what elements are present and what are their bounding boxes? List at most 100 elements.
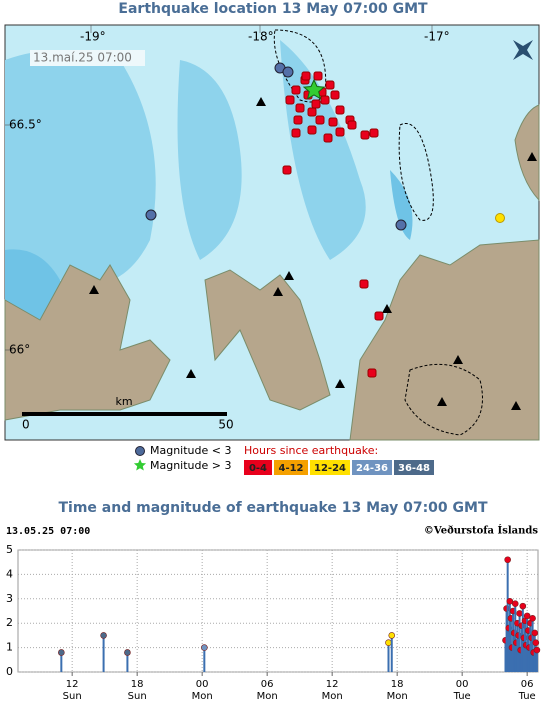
stem-head [529,615,536,622]
quake-marker [360,130,370,140]
quake-small [145,209,157,221]
y-tick-label: 2 [6,616,13,629]
quake-marker [307,125,317,135]
deep-water [5,40,366,285]
quake-marker [323,133,333,143]
hours-swatch [244,460,272,475]
stem-head [58,649,65,656]
stem-head [201,644,208,651]
x-tick-label: 00 [456,679,469,690]
chart-timestamp: 13.05.25 07:00 [6,526,90,537]
x-tick-label: 18 [131,679,144,690]
y-tick-label: 1 [6,641,13,654]
lon-label: -18° [248,30,274,44]
x-tick-label: 06 [261,679,274,690]
stem-head [506,597,514,605]
quake-marker [328,117,338,127]
x-tick-day: Tue [518,691,536,702]
quake-marker [320,95,330,105]
timestamp-box [30,50,145,66]
quake-marker [291,128,301,138]
legend-hours-title: Hours since earthquake: [244,444,378,457]
y-tick-label: 4 [6,567,13,580]
quake-marker [285,95,295,105]
land [514,104,540,202]
x-tick-day: Mon [322,691,343,702]
quake-marker [330,90,340,100]
stem-head [533,646,541,654]
land [349,239,540,441]
quake-marker [335,105,345,115]
scale-start: 0 [22,418,30,432]
hours-label: 36-48 [398,463,430,474]
scale-bar [22,412,227,416]
hours-swatch [274,460,308,475]
scale-unit: km [115,395,132,408]
quake-large [302,78,326,100]
quake-marker [282,165,292,175]
compass [513,40,533,60]
map-timestamp: 13.maí.25 07:00 [33,51,132,65]
quake-marker [295,103,305,113]
hours-swatch [352,460,392,475]
chart-title: Time and magnitude of earthquake 13 May … [58,500,487,516]
stem-head [388,632,396,639]
quake-marker [367,368,377,378]
quake-small [395,219,407,231]
hours-label: 4-12 [278,463,303,474]
legend-large-marker [133,459,147,471]
stem-head [503,605,510,612]
lon-label: -19° [80,30,106,44]
hours-swatch [394,460,434,475]
hours-swatch [310,460,350,475]
x-tick-day: Mon [192,691,213,702]
quake-marker [347,120,357,130]
land [4,264,171,421]
legend-large: Magnitude > 3 [150,459,232,472]
x-tick-day: Sun [128,691,147,702]
x-tick-day: Tue [453,691,471,702]
stem-head [100,632,107,639]
x-tick-day: Mon [387,691,408,702]
y-tick-label: 0 [6,665,13,678]
quake-marker [313,71,323,81]
y-tick-label: 5 [6,543,13,556]
quake-markers [145,62,505,378]
land [204,269,331,411]
stem-head [516,610,523,617]
quake-marker [359,279,369,289]
quake-marker [293,115,303,125]
quake-recent [495,213,505,223]
quake-marker [311,99,321,109]
hours-label: 12-24 [314,463,346,474]
stem-head [523,612,531,620]
quake-small [282,66,294,78]
credit: ©Veðurstofa Íslands [424,525,538,537]
stem-head [531,629,539,637]
quake-marker [315,115,325,125]
plot: 01234512Sun18Sun00Mon06Mon12Mon18Mon00Tu… [6,543,541,702]
x-tick-label: 00 [196,679,209,690]
quake-marker [291,85,301,95]
x-tick-day: Sun [63,691,82,702]
legend-small: Magnitude < 3 [150,444,232,457]
lon-label: -17° [424,30,450,44]
x-tick-label: 12 [326,679,339,690]
stem-head [515,632,522,639]
stem-head [532,639,540,647]
x-tick-label: 18 [391,679,404,690]
stem-head [124,649,131,656]
legend-small-marker [135,446,145,456]
hours-label: 0-4 [249,463,267,474]
fissure-outline [273,29,483,436]
quake-marker [325,80,335,90]
stem-head [504,556,511,564]
scale-end: 50 [218,418,233,432]
quake-marker [301,71,311,81]
quake-marker [369,128,379,138]
x-tick-label: 06 [521,679,534,690]
graticule [5,25,433,351]
quake-marker [374,311,384,321]
